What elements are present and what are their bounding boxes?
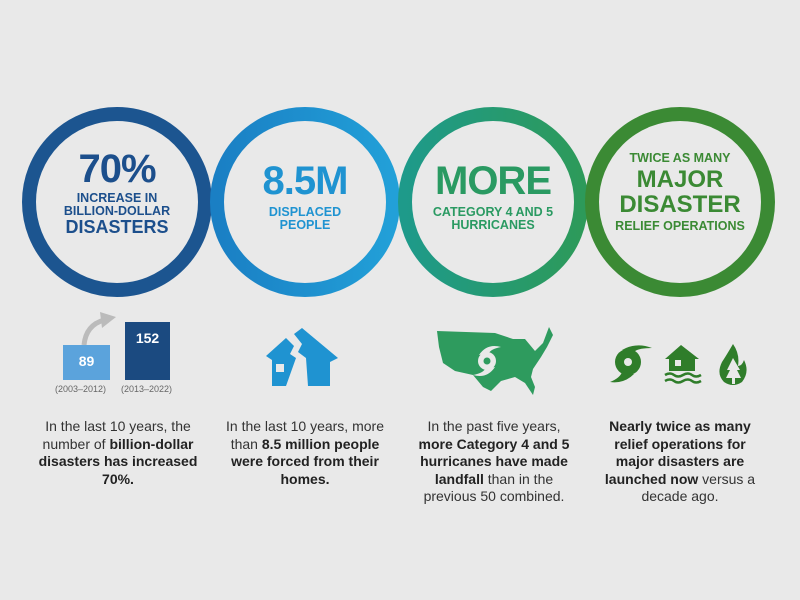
period-before: (2003–2012): [55, 384, 107, 394]
stat-3-label: CATEGORY 4 AND 5 HURRICANES: [432, 205, 554, 233]
circle-2: [210, 107, 400, 297]
p4-bold: Nearly twice as many relief operations f…: [604, 418, 751, 487]
circle-4: [585, 107, 775, 297]
p1-bold: billion-dollar disasters has increased 7…: [38, 435, 198, 487]
broken-house-icon: [266, 328, 338, 386]
stat-1-value: 70%: [78, 147, 156, 191]
stat-1-label: INCREASE IN BILLION-DOLLAR: [63, 191, 171, 219]
stat-2: 8.5M DISPLACED PEOPLE: [220, 160, 390, 232]
paragraph-4: Nearly twice as many relief operations f…: [600, 418, 760, 506]
hurricane-icon: [610, 345, 652, 383]
stat-3: MORE CATEGORY 4 AND 5 HURRICANES: [408, 160, 578, 232]
p1-text: In the last 10 years, the number of: [42, 418, 191, 452]
bar-value-after: 152: [135, 330, 160, 346]
stat-4-value: MAJOR DISASTER: [619, 166, 741, 219]
linked-circles: [22, 107, 775, 297]
p3-text: In the past five years,: [427, 418, 561, 434]
period-after: (2013–2022): [121, 384, 173, 394]
paragraph-3: In the past five years, more Category 4 …: [410, 418, 578, 506]
circle-3: [398, 107, 588, 297]
bar-value-before: 89: [78, 353, 95, 369]
stat-2-label: DISPLACED PEOPLE: [268, 205, 342, 233]
wildfire-icon: [719, 344, 747, 385]
bar-2003-2012: [63, 345, 110, 380]
stat-3-value: MORE: [435, 159, 552, 203]
p3-text-end: than in the previous 50 combined.: [423, 470, 565, 505]
p4-text-end: versus a decade ago.: [641, 470, 756, 505]
arrow-head: [100, 312, 116, 328]
stat-4: TWICE AS MANY MAJOR DISASTER RELIEF OPER…: [595, 151, 765, 233]
stat-4-pre: TWICE AS MANY: [629, 151, 731, 165]
stat-2-value: 8.5M: [262, 159, 349, 203]
paragraph-2: In the last 10 years, more than 8.5 mill…: [225, 418, 385, 488]
circle-1: [22, 107, 212, 297]
bar-comparison: [63, 312, 170, 380]
increase-arrow-icon: [81, 317, 105, 346]
p2-bold: 8.5 million people were forced from thei…: [231, 435, 380, 487]
bar-2013-2022: [125, 322, 170, 380]
p3-bold: more Category 4 and 5 hurricanes have ma…: [418, 435, 570, 487]
stat-1-label-2: DISASTERS: [65, 217, 169, 238]
us-map-hurricane-icon: [437, 327, 553, 395]
p2-text: In the last 10 years, more than: [226, 418, 384, 452]
paragraph-1: In the last 10 years, the number of bill…: [38, 418, 198, 488]
stat-1: 70% INCREASE IN BILLION-DOLLAR DISASTERS: [32, 148, 202, 237]
flooded-house-icon: [664, 345, 702, 384]
stat-4-label: RELIEF OPERATIONS: [615, 218, 745, 233]
